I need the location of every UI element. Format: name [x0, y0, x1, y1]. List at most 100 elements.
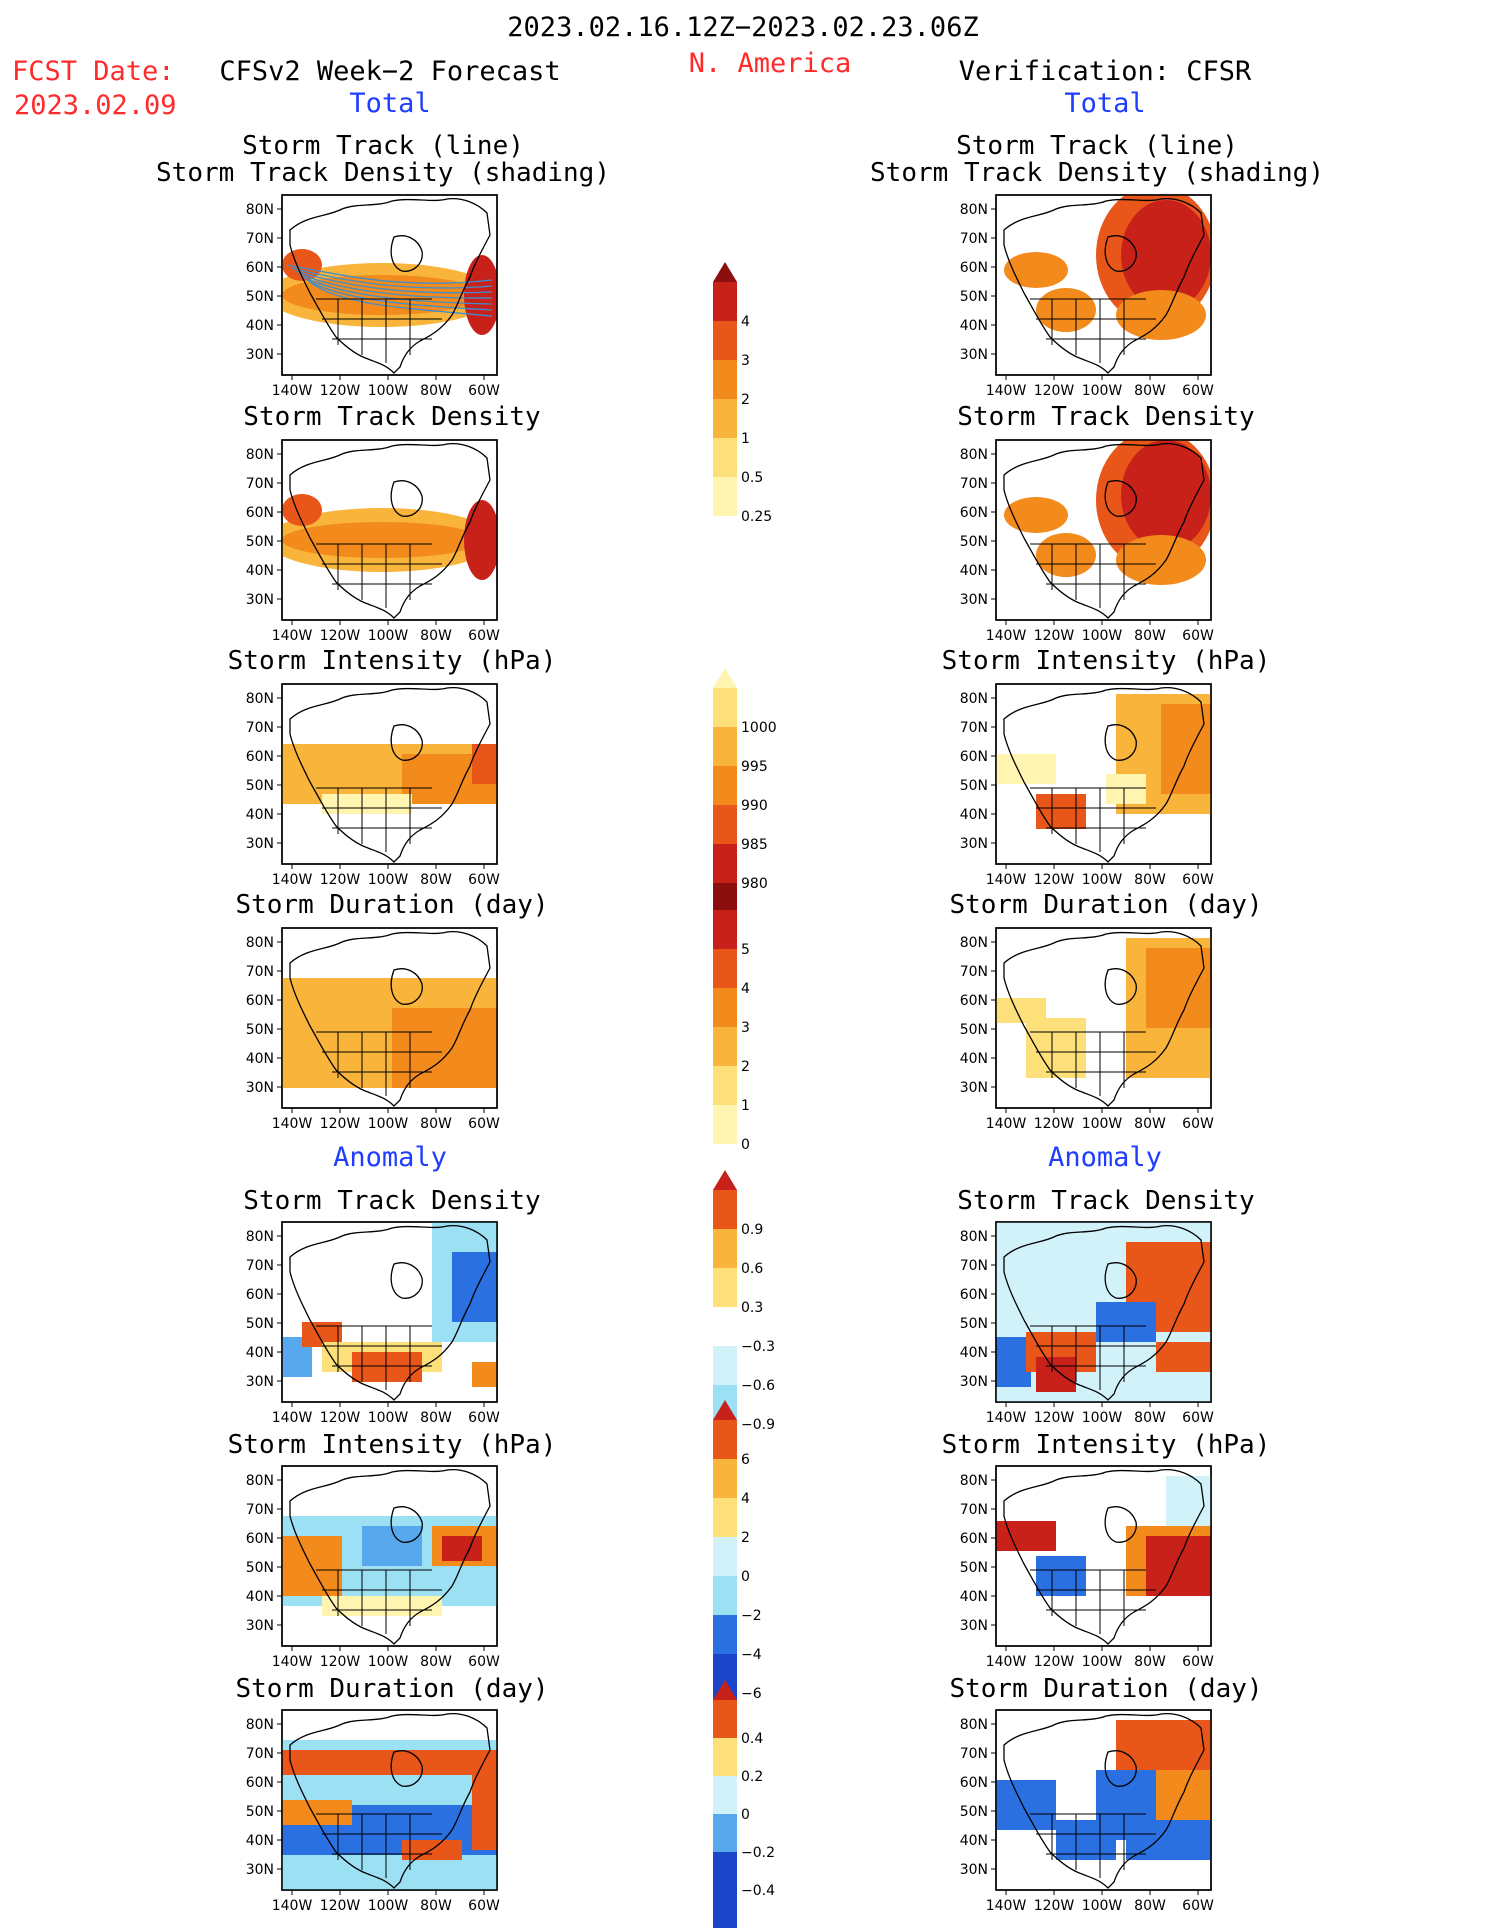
- svg-text:100W: 100W: [368, 1410, 409, 1426]
- svg-text:30N: 30N: [960, 347, 988, 363]
- svg-text:60W: 60W: [1182, 628, 1214, 644]
- svg-text:30N: 30N: [960, 1080, 988, 1096]
- svg-text:80N: 80N: [960, 1229, 988, 1245]
- svg-text:60W: 60W: [468, 1898, 500, 1914]
- svg-text:120W: 120W: [320, 628, 361, 644]
- forecast-map-panel-5: 80N 70N 60N 50N 40N 30N 140W 120W 100W 80W 60W: [242, 1221, 722, 1437]
- forecast-map-2: 80N 70N 60N 50N 40N 30N 140W 120W 100W 80W 60W: [246, 439, 500, 644]
- svg-text:60N: 60N: [960, 749, 988, 765]
- svg-text:120W: 120W: [1034, 383, 1075, 399]
- svg-text:40N: 40N: [960, 1345, 988, 1361]
- svg-text:80W: 80W: [1134, 383, 1166, 399]
- svg-text:60W: 60W: [1182, 1116, 1214, 1132]
- verification-map-panel-6: 80N 70N 60N 50N 40N 30N 140W 120W 100W 80W 60W: [956, 1465, 1436, 1681]
- svg-text:60N: 60N: [246, 1531, 274, 1547]
- svg-text:50N: 50N: [246, 778, 274, 794]
- svg-text:60N: 60N: [960, 993, 988, 1009]
- svg-text:70N: 70N: [960, 476, 988, 492]
- forecast-total-heading: Total: [349, 88, 431, 119]
- verification-title: Verification: CFSR: [958, 56, 1252, 87]
- svg-text:120W: 120W: [1034, 1410, 1075, 1426]
- svg-text:80W: 80W: [1134, 1654, 1166, 1670]
- svg-text:120W: 120W: [1034, 1654, 1075, 1670]
- svg-text:120W: 120W: [1034, 628, 1075, 644]
- forecast-anom-intensity-title: Storm Intensity (hPa): [227, 1430, 557, 1460]
- svg-text:80W: 80W: [420, 872, 452, 888]
- svg-text:2: 2: [741, 1530, 750, 1546]
- forecast-map-6: 80N 70N 60N 50N 40N 30N 140W 120W 100W 80W 60W: [246, 1465, 500, 1670]
- svg-text:120W: 120W: [320, 383, 361, 399]
- verification-map-panel-5: 80N 70N 60N 50N 40N 30N 140W 120W 100W 80W 60W: [956, 1221, 1436, 1437]
- svg-text:100W: 100W: [368, 1116, 409, 1132]
- svg-text:100W: 100W: [1082, 383, 1123, 399]
- svg-text:3: 3: [741, 353, 750, 369]
- svg-text:5: 5: [741, 942, 750, 958]
- forecast-title: CFSv2 Week−2 Forecast: [219, 56, 561, 87]
- verification-map-panel-1: 80N 70N 60N 50N 40N 30N 140W 120W 100W 80W 60W: [956, 194, 1436, 410]
- svg-text:2: 2: [741, 1059, 750, 1075]
- svg-text:60N: 60N: [246, 505, 274, 521]
- svg-text:0: 0: [741, 1569, 750, 1585]
- svg-text:50N: 50N: [246, 1804, 274, 1820]
- svg-text:40N: 40N: [246, 807, 274, 823]
- verification-duration-title: Storm Duration (day): [949, 890, 1263, 920]
- svg-text:140W: 140W: [272, 1116, 313, 1132]
- svg-text:70N: 70N: [246, 1746, 274, 1762]
- svg-text:60N: 60N: [960, 1775, 988, 1791]
- forecast-map-1: 80N 70N 60N 50N 40N 30N 140W 120W 100W 80W 60W: [246, 194, 500, 399]
- verification-density-title: Storm Track Density: [957, 402, 1255, 432]
- forecast-map-4: 80N 70N 60N 50N 40N 30N 140W 120W 100W 80W 60W: [246, 927, 500, 1132]
- svg-text:100W: 100W: [1082, 1898, 1123, 1914]
- svg-text:60N: 60N: [246, 1287, 274, 1303]
- svg-text:80N: 80N: [960, 691, 988, 707]
- svg-text:60W: 60W: [1182, 383, 1214, 399]
- svg-text:120W: 120W: [320, 1898, 361, 1914]
- svg-text:120W: 120W: [320, 1410, 361, 1426]
- forecast-map-panel-1: 80N 70N 60N 50N 40N 30N 140W 120W 100W 80W 60W: [242, 194, 722, 410]
- svg-text:50N: 50N: [960, 289, 988, 305]
- svg-text:80W: 80W: [1134, 628, 1166, 644]
- svg-text:100W: 100W: [1082, 1410, 1123, 1426]
- svg-text:80W: 80W: [1134, 1116, 1166, 1132]
- svg-text:60W: 60W: [468, 1654, 500, 1670]
- svg-text:100W: 100W: [1082, 1654, 1123, 1670]
- svg-text:140W: 140W: [986, 1410, 1027, 1426]
- verification-anom-duration-title: Storm Duration (day): [949, 1674, 1263, 1704]
- svg-text:120W: 120W: [1034, 1116, 1075, 1132]
- svg-text:80N: 80N: [246, 1229, 274, 1245]
- svg-text:60N: 60N: [960, 1287, 988, 1303]
- svg-text:−4: −4: [741, 1647, 762, 1663]
- svg-text:140W: 140W: [986, 872, 1027, 888]
- svg-text:1000: 1000: [741, 720, 777, 736]
- svg-text:70N: 70N: [960, 720, 988, 736]
- colorbar-intensity-anomaly: 6 4 2 0 −2 −4 −6: [710, 1400, 800, 1736]
- svg-text:0.4: 0.4: [741, 1731, 763, 1747]
- svg-text:120W: 120W: [1034, 872, 1075, 888]
- svg-text:70N: 70N: [246, 964, 274, 980]
- svg-text:60N: 60N: [246, 1775, 274, 1791]
- colorbar-intensity-total: 1000 995 990 985 980: [710, 668, 800, 926]
- svg-text:990: 990: [741, 798, 768, 814]
- colorbar-density-total: 4 3 2 1 0.5 0.25: [710, 262, 800, 559]
- svg-text:985: 985: [741, 837, 768, 853]
- svg-text:70N: 70N: [246, 231, 274, 247]
- svg-text:40N: 40N: [960, 807, 988, 823]
- verification-map-7: 80N 70N 60N 50N 40N 30N 140W 120W 100W 80W 60W: [960, 1709, 1214, 1914]
- svg-text:70N: 70N: [246, 720, 274, 736]
- verification-intensity-title: Storm Intensity (hPa): [941, 646, 1271, 676]
- svg-text:80N: 80N: [960, 447, 988, 463]
- svg-text:30N: 30N: [246, 1374, 274, 1390]
- svg-text:30N: 30N: [246, 1862, 274, 1878]
- svg-text:70N: 70N: [960, 1502, 988, 1518]
- svg-text:80W: 80W: [420, 1410, 452, 1426]
- svg-text:40N: 40N: [246, 1051, 274, 1067]
- svg-text:4: 4: [741, 1491, 750, 1507]
- svg-text:80W: 80W: [1134, 1898, 1166, 1914]
- svg-text:−6: −6: [741, 1686, 762, 1702]
- svg-text:0.2: 0.2: [741, 1769, 763, 1785]
- svg-text:50N: 50N: [246, 1316, 274, 1332]
- svg-text:0.3: 0.3: [741, 1300, 763, 1316]
- svg-text:995: 995: [741, 759, 768, 775]
- svg-text:50N: 50N: [246, 289, 274, 305]
- svg-text:0.25: 0.25: [741, 509, 772, 525]
